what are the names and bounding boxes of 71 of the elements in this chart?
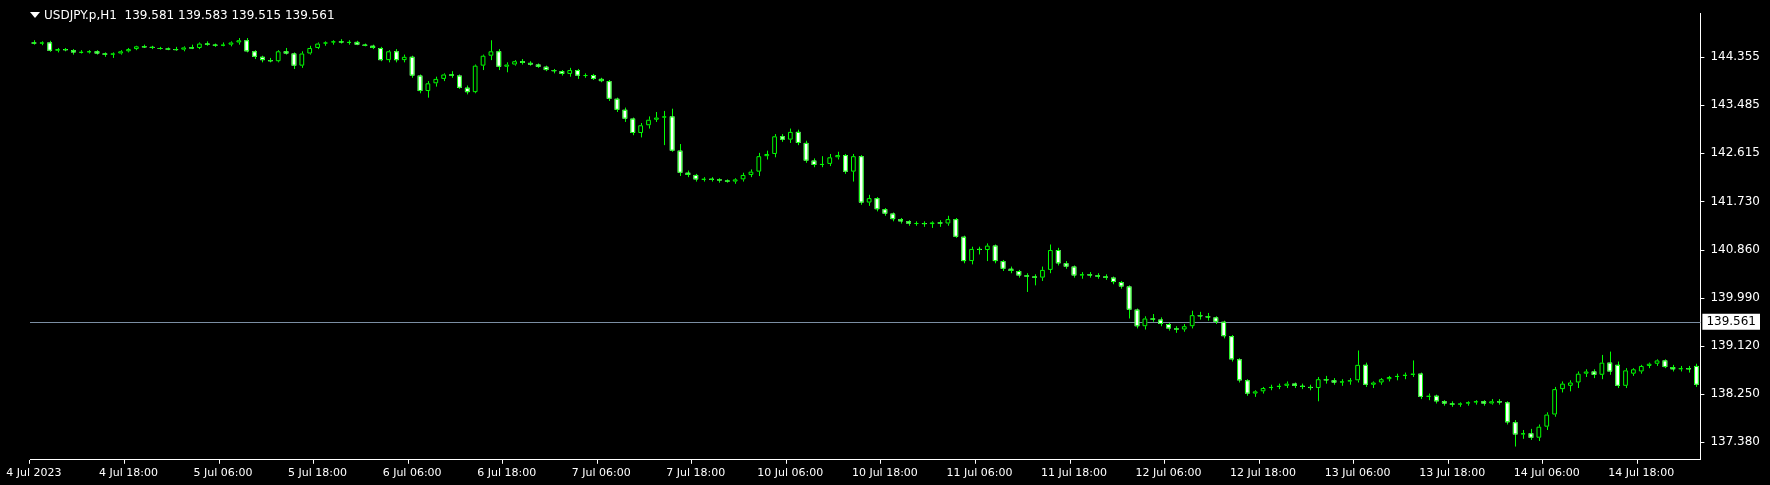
- y-tick-label: 139.120: [1710, 338, 1760, 353]
- candlestick: [496, 48, 502, 71]
- y-tick-label: 137.380: [1710, 434, 1760, 449]
- y-tick-label: 143.485: [1710, 97, 1760, 112]
- candlestick: [606, 79, 612, 102]
- candlestick: [961, 235, 967, 264]
- candlestick: [472, 64, 478, 94]
- candlestick: [858, 154, 864, 206]
- y-tick-label: 142.615: [1710, 145, 1760, 160]
- candlestick: [992, 244, 998, 264]
- candlestick: [1134, 308, 1140, 329]
- candlestick: [1363, 362, 1368, 388]
- candlestick: [1512, 419, 1518, 448]
- candlestick: [488, 39, 494, 61]
- y-tick-label: 140.860: [1710, 242, 1760, 257]
- candlestick: [914, 220, 919, 227]
- candlestick: [677, 143, 683, 177]
- ref-line-label: 139.561: [1706, 313, 1756, 328]
- x-tick-label: 5 Jul 06:00: [193, 466, 253, 480]
- candlestick: [1599, 354, 1605, 380]
- candlestick: [851, 153, 856, 183]
- candlestick: [1047, 244, 1053, 274]
- candlestick: [1615, 361, 1621, 389]
- candlestick: [819, 155, 825, 168]
- x-tick-label: 5 Jul 18:00: [288, 466, 348, 480]
- candlestick: [756, 152, 762, 177]
- x-tick-label: 4 Jul 18:00: [99, 466, 158, 480]
- candlestick: [1126, 284, 1132, 319]
- x-tick-label: 7 Jul 06:00: [571, 466, 631, 480]
- candlestick: [1418, 372, 1424, 400]
- x-tick-label: 4 Jul 2023: [6, 466, 62, 480]
- candlestick: [1504, 400, 1510, 425]
- x-tick-label: 10 Jul 18:00: [851, 466, 918, 480]
- candlestick: [709, 176, 714, 183]
- candlestick: [701, 176, 707, 183]
- candlestick: [669, 108, 675, 153]
- candlestick: [1410, 359, 1416, 378]
- y-tick-label: 141.730: [1710, 194, 1760, 209]
- x-tick-label: 6 Jul 06:00: [382, 466, 442, 480]
- x-tick-label: 14 Jul 06:00: [1513, 466, 1580, 480]
- candlestick: [1607, 351, 1613, 376]
- candlestick: [843, 153, 848, 175]
- x-tick-label: 12 Jul 06:00: [1135, 466, 1202, 480]
- candlestick: [583, 72, 588, 79]
- candlestick: [346, 39, 352, 46]
- candlestick: [1355, 350, 1360, 384]
- candlestick: [953, 217, 959, 239]
- y-tick-label: 138.250: [1710, 386, 1760, 401]
- x-tick-label: 11 Jul 18:00: [1041, 466, 1107, 480]
- candlestick: [772, 133, 777, 158]
- candlestick: [1623, 367, 1628, 389]
- x-tick-label: 6 Jul 18:00: [477, 466, 537, 480]
- x-tick-label: 11 Jul 06:00: [946, 466, 1013, 480]
- x-tick-label: 14 Jul 18:00: [1608, 466, 1675, 480]
- x-tick-label: 13 Jul 06:00: [1324, 466, 1391, 480]
- x-tick-label: 7 Jul 18:00: [666, 466, 726, 480]
- y-tick-label: 139.990: [1710, 290, 1760, 305]
- y-tick-label: 144.355: [1710, 49, 1760, 64]
- candlestick: [1024, 272, 1030, 293]
- candlestick: [1552, 386, 1557, 418]
- chart-title: USDJPY.p,H1 139.581 139.583 139.515 139.561: [44, 8, 335, 22]
- candlestick: [1229, 334, 1234, 363]
- candlestick: [409, 55, 415, 79]
- candlestick: [661, 110, 667, 146]
- candlestick: [1315, 376, 1321, 402]
- x-tick-label: 12 Jul 18:00: [1230, 466, 1297, 480]
- x-tick-label: 13 Jul 18:00: [1419, 466, 1486, 480]
- x-tick-label: 10 Jul 06:00: [757, 466, 824, 480]
- candlestick: [1237, 357, 1242, 384]
- candlestick: [803, 140, 809, 164]
- candlestick: [417, 73, 423, 94]
